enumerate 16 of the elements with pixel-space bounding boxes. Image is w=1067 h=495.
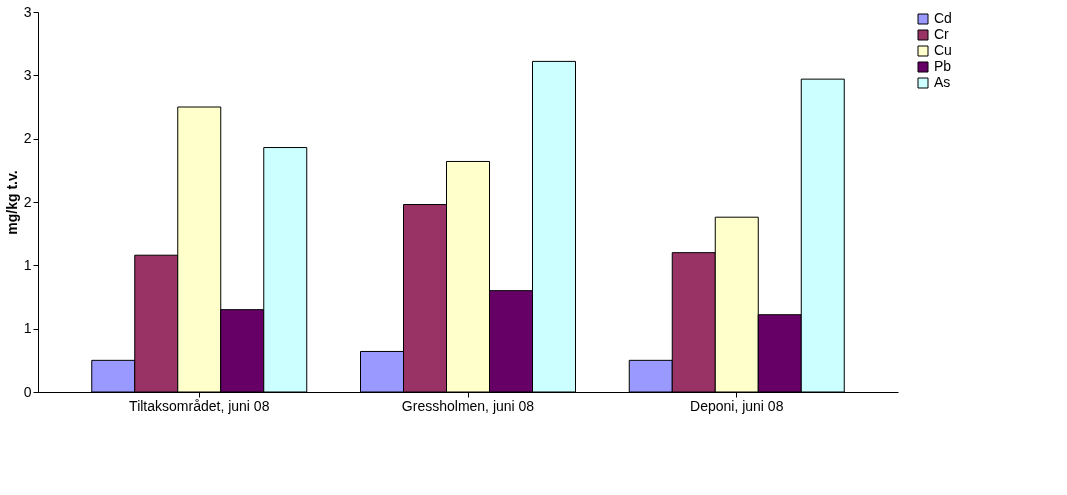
y-axis-title: mg/kg t.v. <box>3 170 20 235</box>
legend-label: Cr <box>934 26 950 42</box>
y-tick-label: 2 <box>23 193 32 210</box>
legend-label: Cd <box>934 10 952 26</box>
x-tick-label: Gressholmen, juni 08 <box>401 397 535 414</box>
y-tick-label: 1 <box>23 256 32 273</box>
y-tick-label: 2 <box>23 130 32 147</box>
y-tick-label: 3 <box>23 66 32 83</box>
y-tick-label: 3 <box>23 3 32 20</box>
x-tick-label: Deponi, juni 08 <box>690 397 784 414</box>
x-tick-label: Tiltaksområdet, juni 08 <box>129 397 270 414</box>
legend-label: As <box>934 74 951 90</box>
y-tick-label: 1 <box>23 320 32 337</box>
legend-label: Pb <box>934 58 952 74</box>
y-tick-label: 0 <box>23 383 32 400</box>
legend-label: Cu <box>934 42 952 58</box>
